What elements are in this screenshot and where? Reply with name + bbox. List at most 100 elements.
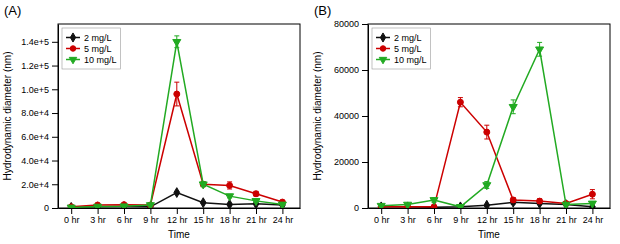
y-tick-mark: [362, 24, 368, 25]
x-tick: 21 hr: [246, 208, 267, 225]
panel: 0 hr3 hr6 hr9 hr12 hr15 hr18 hr21 hr24 h…: [312, 3, 611, 240]
x-tick-mark: [71, 208, 72, 214]
y-tick: 1.0e+5: [21, 85, 58, 95]
legend-frame: [372, 28, 431, 69]
legend-item: 10 mg/L: [376, 55, 427, 65]
y-tick-mark: [52, 113, 58, 114]
marker: [120, 204, 128, 208]
y-axis-title: Hydrodynamic diameter (nm): [2, 52, 13, 181]
y-tick-mark: [52, 161, 58, 162]
y-tick-label: 60000: [334, 65, 359, 75]
y-tick: 20000: [334, 157, 368, 167]
marker: [174, 91, 180, 97]
x-tick-label: 3 hr: [400, 215, 416, 225]
x-tick-label: 18 hr: [530, 215, 551, 225]
y-tick-label: 20000: [334, 157, 359, 167]
x-axis-title: Time: [168, 229, 190, 240]
x-tick-label: 0 hr: [374, 215, 390, 225]
x-tick: 0 hr: [374, 208, 390, 225]
x-tick-label: 21 hr: [556, 215, 577, 225]
x-tick-mark: [460, 208, 461, 214]
legend: 2 mg/L5 mg/L10 mg/L: [62, 28, 121, 69]
legend-label: 5 mg/L: [394, 44, 422, 54]
x-tick-label: 3 hr: [90, 215, 106, 225]
marker: [509, 104, 517, 111]
marker: [510, 197, 516, 207]
marker: [200, 198, 206, 208]
legend-marker: [69, 57, 76, 63]
y-tick-label: 80000: [334, 19, 359, 29]
y-tick-mark: [52, 66, 58, 67]
marker: [146, 203, 154, 208]
x-axis: 0 hr3 hr6 hr9 hr12 hr15 hr18 hr21 hr24 h…: [59, 208, 301, 225]
series-line: [71, 94, 282, 207]
plot-frame: [368, 24, 610, 208]
error-bar: [484, 125, 489, 139]
error-bar: [227, 182, 232, 189]
x-tick-label: 9 hr: [143, 215, 159, 225]
marker: [483, 183, 491, 190]
plot-area: 0 hr3 hr6 hr9 hr12 hr15 hr18 hr21 hr24 h…: [21, 24, 300, 225]
x-tick-label: 21 hr: [246, 215, 267, 225]
marker: [484, 200, 490, 208]
y-tick-mark: [52, 137, 58, 138]
x-tick-label: 24 hr: [583, 215, 604, 225]
x-tick-mark: [513, 208, 514, 214]
series: [68, 82, 285, 208]
x-tick-label: 24 hr: [273, 215, 294, 225]
x-tick-mark: [98, 208, 99, 214]
series: [378, 98, 595, 208]
y-tick-mark: [52, 42, 58, 43]
y-tick-label: 1.0e+5: [21, 85, 49, 95]
data-layer: [67, 36, 286, 208]
marker: [536, 47, 544, 54]
x-tick-mark: [434, 208, 435, 214]
legend-marker: [379, 57, 386, 63]
y-tick: 1.2e+5: [21, 61, 58, 71]
series: [378, 197, 595, 208]
legend-item: 5 mg/L: [376, 44, 422, 54]
plot-frame: [58, 24, 300, 208]
series: [67, 36, 286, 208]
y-tick-label: 0: [354, 203, 359, 213]
x-tick-label: 9 hr: [453, 215, 469, 225]
x-tick-mark: [124, 208, 125, 214]
x-tick-mark: [203, 208, 204, 214]
y-tick-label: 0: [44, 203, 49, 213]
legend-label: 5 mg/L: [84, 44, 112, 54]
y-tick: 1.4e+5: [21, 37, 58, 47]
marker: [174, 188, 180, 198]
marker: [456, 205, 464, 208]
legend-label: 10 mg/L: [84, 55, 117, 65]
x-tick-mark: [540, 208, 541, 214]
y-tick: 40000: [334, 111, 368, 121]
marker: [278, 202, 286, 208]
y-axis: 0 20000 40000 60000 80000: [334, 19, 369, 213]
x-tick: 18 hr: [530, 208, 551, 225]
marker: [252, 199, 260, 206]
marker: [562, 202, 570, 208]
y-axis-title: Hydrodynamic diameter (nm): [312, 52, 323, 181]
x-tick: 15 hr: [503, 208, 524, 225]
y-tick: 80000: [334, 19, 368, 29]
marker: [510, 197, 516, 203]
y-tick: 2.0e+4: [21, 180, 58, 190]
x-tick: 9 hr: [143, 208, 159, 225]
x-tick-label: 12 hr: [477, 215, 498, 225]
x-tick-label: 12 hr: [167, 215, 188, 225]
x-tick-mark: [256, 208, 257, 214]
plot-area: 0 hr3 hr6 hr9 hr12 hr15 hr18 hr21 hr24 h…: [334, 19, 611, 225]
x-tick: 3 hr: [90, 208, 106, 225]
x-tick-mark: [592, 208, 593, 214]
marker: [67, 205, 75, 208]
y-tick-label: 4.0e+4: [21, 156, 49, 166]
x-axis-title: Time: [478, 229, 500, 240]
x-tick-mark: [381, 208, 382, 214]
x-tick: 0 hr: [64, 208, 80, 225]
x-tick: 3 hr: [400, 208, 416, 225]
marker: [253, 191, 259, 197]
x-tick-mark: [230, 208, 231, 214]
marker: [199, 182, 207, 189]
x-tick-mark: [150, 208, 151, 214]
x-tick: 24 hr: [583, 208, 604, 225]
